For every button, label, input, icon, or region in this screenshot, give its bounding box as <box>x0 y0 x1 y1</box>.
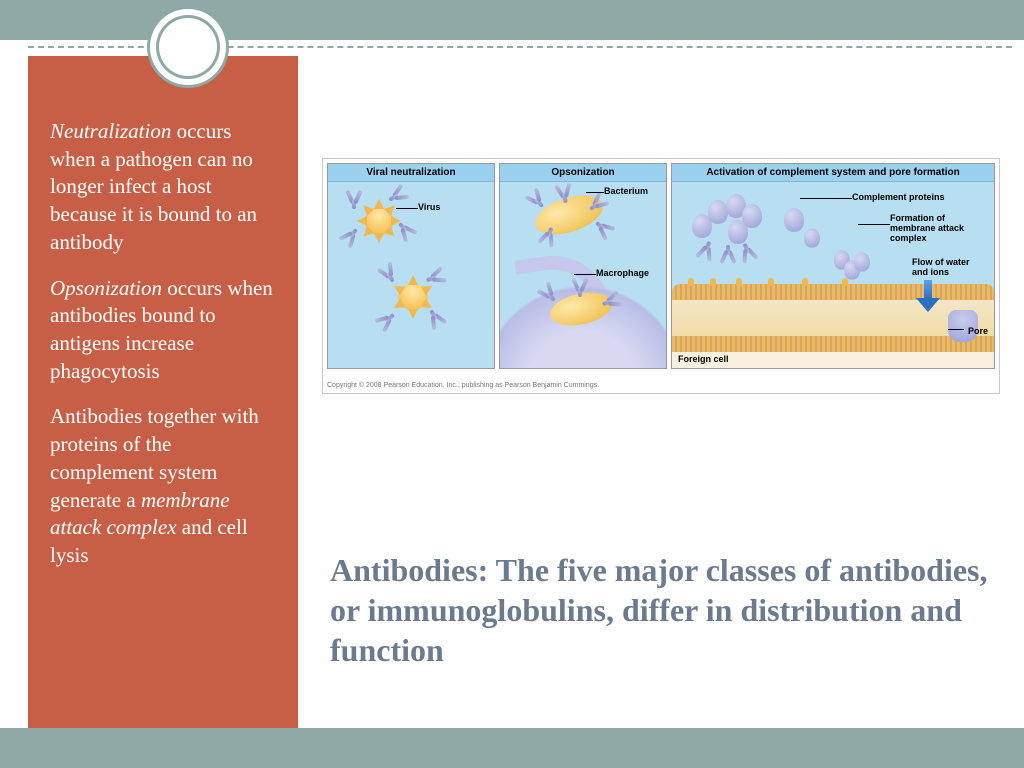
label-macrophage: Macrophage <box>596 268 649 278</box>
sidebar-para-neutralization: Neutralization occurs when a pathogen ca… <box>50 118 276 257</box>
label-foreign-cell: Foreign cell <box>672 352 994 368</box>
complement-protein-icon <box>804 228 820 247</box>
panel3-header: Activation of complement system and pore… <box>672 164 994 182</box>
term-opsonization: Opsonization <box>50 276 162 300</box>
pointer-virus <box>396 208 418 209</box>
bottom-frame-bar <box>0 728 1024 768</box>
label-bacterium: Bacterium <box>604 186 648 196</box>
pointer-macrophage <box>574 274 596 275</box>
label-pore: Pore <box>968 326 988 336</box>
water-flow-arrow-icon <box>916 280 940 314</box>
pointer-bacterium <box>586 192 604 193</box>
sidebar-para-complement: Antibodies together with proteins of the… <box>50 403 276 569</box>
figure-copyright: Copyright © 2008 Pearson Education, Inc.… <box>327 382 599 389</box>
label-complement: Complement proteins <box>852 192 945 202</box>
label-virus: Virus <box>418 202 440 212</box>
antibody-icon <box>555 183 574 204</box>
term-neutralization: Neutralization <box>50 119 171 143</box>
pointer-complement <box>800 198 852 199</box>
pointer-mac <box>858 224 890 225</box>
antibody-icon <box>346 190 362 208</box>
pointer-pore <box>948 329 964 330</box>
panel-viral-neutralization: Viral neutralization Virus <box>327 163 495 369</box>
panel-opsonization: Opsonization Bacterium Macrophage <box>499 163 667 369</box>
label-flow: Flow of water and ions <box>912 258 982 278</box>
cell-membrane: Foreign cell <box>672 284 994 368</box>
sidebar-text-block: Neutralization occurs when a pathogen ca… <box>28 56 298 728</box>
panel2-header: Opsonization <box>500 164 666 182</box>
figure-panels-row: Viral neutralization Virus <box>327 163 995 369</box>
sidebar-para-opsonization: Opsonization occurs when antibodies boun… <box>50 275 276 386</box>
panel-complement: Activation of complement system and pore… <box>671 163 995 369</box>
panel1-header: Viral neutralization <box>328 164 494 182</box>
complement-protein-icon <box>784 208 804 232</box>
label-mac: Formation of membrane attack complex <box>890 214 980 244</box>
slide-title: Antibodies: The five major classes of an… <box>330 550 994 670</box>
antibody-icon <box>572 278 588 296</box>
decorative-ring-icon <box>150 9 226 85</box>
figure-container: Viral neutralization Virus <box>322 158 1000 394</box>
